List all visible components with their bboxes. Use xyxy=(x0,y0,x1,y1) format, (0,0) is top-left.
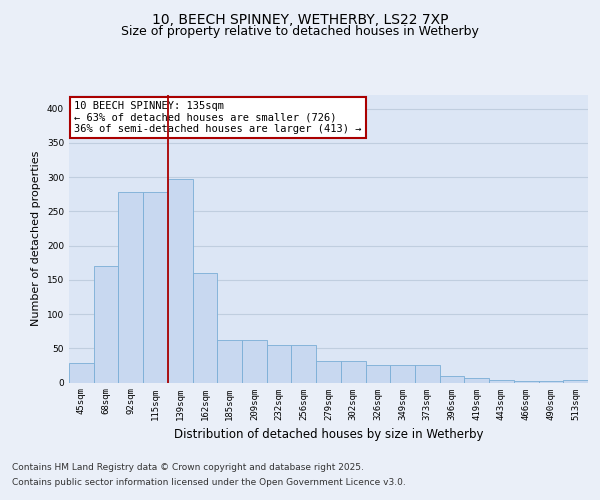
Bar xyxy=(390,366,415,382)
Bar xyxy=(242,340,267,382)
Text: Contains public sector information licensed under the Open Government Licence v3: Contains public sector information licen… xyxy=(12,478,406,487)
Text: 10 BEECH SPINNEY: 135sqm
← 63% of detached houses are smaller (726)
36% of semi-: 10 BEECH SPINNEY: 135sqm ← 63% of detach… xyxy=(74,101,362,134)
Y-axis label: Number of detached properties: Number of detached properties xyxy=(31,151,41,326)
Bar xyxy=(267,345,292,383)
Text: 10, BEECH SPINNEY, WETHERBY, LS22 7XP: 10, BEECH SPINNEY, WETHERBY, LS22 7XP xyxy=(152,12,448,26)
Bar xyxy=(489,380,514,382)
Bar xyxy=(118,192,143,382)
Bar xyxy=(193,273,217,382)
Bar xyxy=(341,360,365,382)
Text: Size of property relative to detached houses in Wetherby: Size of property relative to detached ho… xyxy=(121,25,479,38)
Bar xyxy=(316,360,341,382)
Bar xyxy=(69,364,94,382)
Bar xyxy=(143,192,168,382)
Bar xyxy=(415,366,440,382)
X-axis label: Distribution of detached houses by size in Wetherby: Distribution of detached houses by size … xyxy=(174,428,483,441)
Text: Contains HM Land Registry data © Crown copyright and database right 2025.: Contains HM Land Registry data © Crown c… xyxy=(12,463,364,472)
Bar xyxy=(365,366,390,382)
Bar xyxy=(539,381,563,382)
Bar xyxy=(168,178,193,382)
Bar xyxy=(563,380,588,382)
Bar xyxy=(464,378,489,382)
Bar xyxy=(292,345,316,383)
Bar xyxy=(514,381,539,382)
Bar xyxy=(440,376,464,382)
Bar xyxy=(94,266,118,382)
Bar xyxy=(217,340,242,382)
